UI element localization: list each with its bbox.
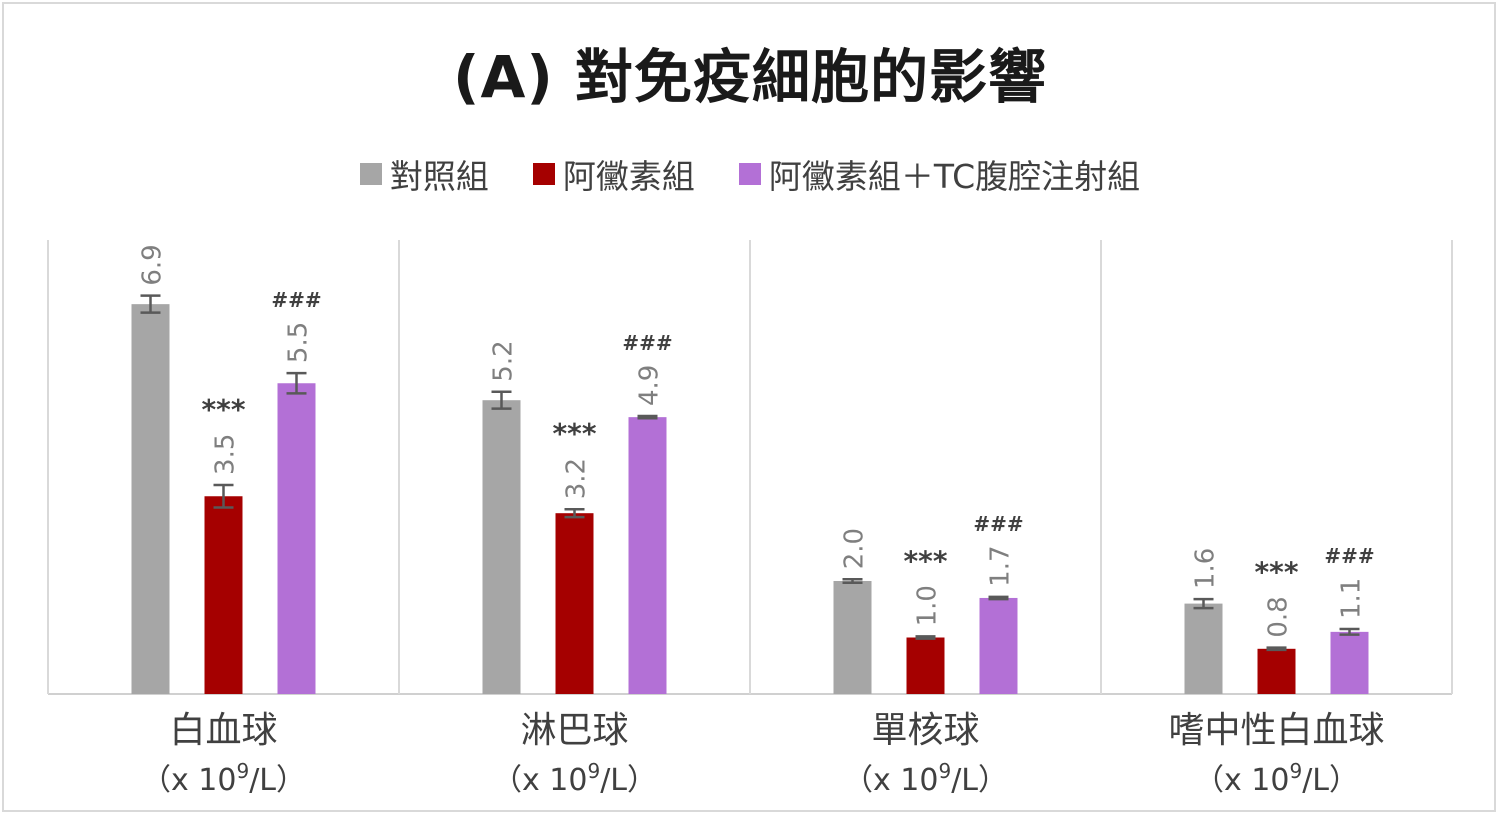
significance-mark: ### [622,331,672,355]
error-bar [564,507,585,519]
bar [979,597,1018,694]
legend-label: 阿黴素組 [562,157,695,196]
error-bar [491,390,512,410]
legend-label: 阿黴素組＋TC腹腔注射組 [768,157,1141,196]
data-label: 5.5 [284,322,314,363]
significance-mark: *** [904,544,948,577]
error-bar [915,635,936,640]
unit-text: （x 10 [1194,763,1289,798]
unit-exponent: 9 [236,759,249,783]
unit-text: （x 10 [492,763,587,798]
chart-title: (A) 對免疫細胞的影響 [452,43,1048,111]
data-label: 6.9 [138,244,168,285]
unit-label: （x 109/L） [843,759,1008,798]
data-label: 3.5 [211,434,241,475]
legend-item-2: 阿黴素組＋TC腹腔注射組 [738,150,1141,198]
error-bar [1193,597,1214,610]
category-label: 單核球 [871,710,979,751]
unit-exponent: 9 [1289,759,1302,783]
bar [906,637,945,694]
error-bar [988,595,1009,601]
error-bar [286,371,307,395]
data-label: 1.1 [1337,578,1367,619]
legend-swatch [359,163,382,185]
unit-tail: /L） [600,763,657,798]
data-label: 0.8 [1264,596,1294,637]
legend-label: 對照組 [389,157,489,196]
legend-item-1: 阿黴素組 [532,150,695,198]
unit-label: （x 109/L） [1194,759,1359,798]
legend-item-0: 對照組 [359,150,489,198]
data-label: 1.6 [1191,548,1221,589]
category-label: 白血球 [169,710,277,751]
bar [833,581,872,694]
bar [131,304,170,694]
bar [555,513,594,694]
unit-text: （x 10 [843,763,938,798]
significance-mark: *** [1255,556,1299,589]
data-label: 4.9 [635,365,665,406]
data-label: 1.0 [913,585,943,626]
legend-swatch [738,163,761,185]
bar [277,383,316,694]
significance-mark: ### [973,512,1023,536]
error-bar [213,483,234,509]
category-label: 嗜中性白血球 [1168,710,1384,751]
bar [482,400,521,694]
unit-label: （x 109/L） [141,759,306,798]
bar [1184,603,1223,694]
unit-label: （x 109/L） [492,759,657,798]
unit-tail: /L） [1302,763,1359,798]
category-label: 淋巴球 [520,710,628,751]
unit-tail: /L） [951,763,1008,798]
unit-text: （x 10 [141,763,236,798]
significance-mark: *** [553,417,597,450]
unit-tail: /L） [249,763,306,798]
bar [1330,631,1369,694]
unit-exponent: 9 [587,759,600,783]
significance-mark: ### [1324,544,1374,568]
legend: 對照組 阿黴素組 阿黴素組＋TC腹腔注射組 [0,150,1500,198]
error-bar [637,414,658,420]
error-bar [140,294,161,314]
significance-mark: *** [202,393,246,426]
bar [1257,648,1296,694]
error-bar [842,578,863,584]
legend-swatch [532,163,555,185]
error-bar [1266,646,1287,652]
data-label: 3.2 [562,458,592,499]
bar [628,417,667,694]
data-label: 2.0 [840,528,870,569]
data-label: 1.7 [986,545,1016,586]
data-label: 5.2 [489,340,519,381]
significance-mark: ### [271,288,321,312]
error-bar [1339,627,1360,636]
bar [204,496,243,694]
unit-exponent: 9 [938,759,951,783]
